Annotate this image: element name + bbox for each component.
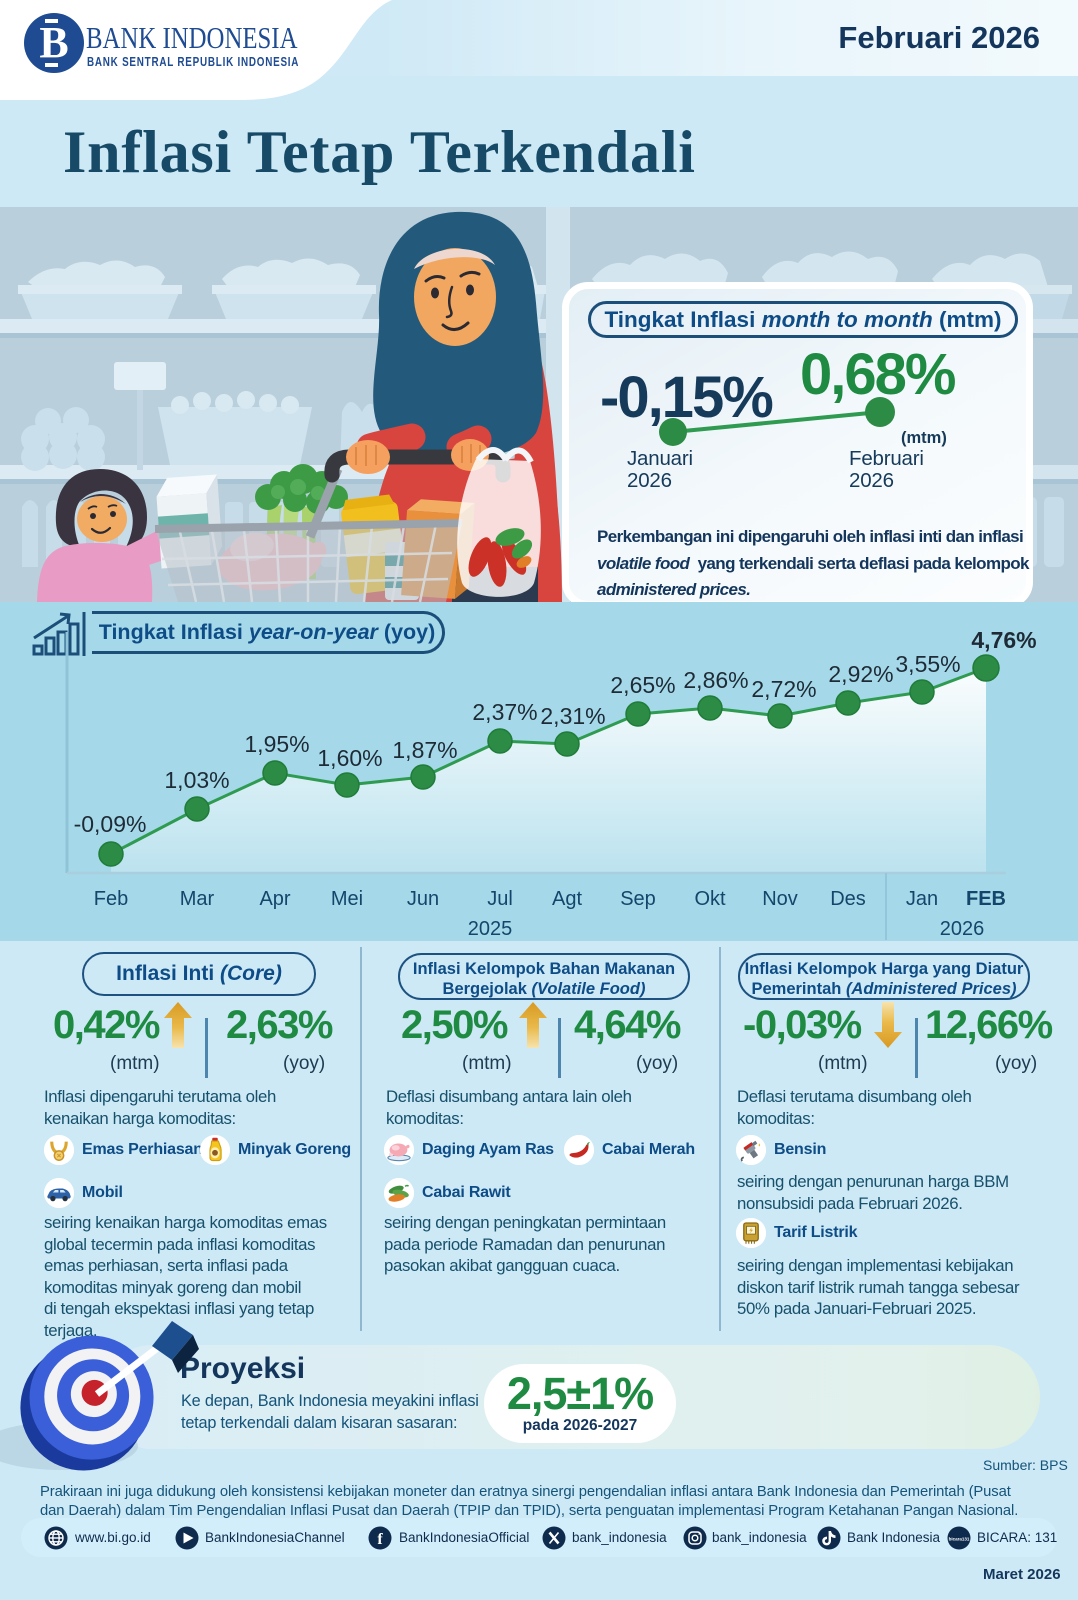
svg-text:1,87%: 1,87%	[392, 737, 457, 763]
svg-text:Agt: Agt	[552, 888, 582, 910]
svg-text:Sep: Sep	[620, 888, 656, 910]
svg-text:Des: Des	[830, 888, 866, 910]
svg-text:2,72%: 2,72%	[751, 676, 816, 702]
svg-text:Jan: Jan	[906, 888, 938, 910]
svg-text:1,03%: 1,03%	[164, 767, 229, 793]
svg-text:1,60%: 1,60%	[317, 745, 382, 771]
svg-text:Jul: Jul	[487, 888, 513, 910]
svg-text:FEB: FEB	[966, 888, 1006, 910]
svg-text:2,65%: 2,65%	[610, 672, 675, 698]
svg-text:2,86%: 2,86%	[683, 667, 748, 693]
svg-text:3,55%: 3,55%	[895, 651, 960, 677]
svg-text:Nov: Nov	[762, 888, 798, 910]
svg-text:4,76%: 4,76%	[971, 627, 1036, 653]
svg-text:bicara131: bicara131	[949, 1537, 970, 1542]
svg-text:2026: 2026	[940, 918, 985, 940]
svg-text:Mar: Mar	[180, 888, 215, 910]
svg-text:2,37%: 2,37%	[472, 699, 537, 725]
svg-text:Mei: Mei	[331, 888, 363, 910]
svg-text:Apr: Apr	[259, 888, 290, 910]
svg-text:2,31%: 2,31%	[540, 703, 605, 729]
svg-text:Okt: Okt	[694, 888, 726, 910]
svg-text:Feb: Feb	[94, 888, 128, 910]
svg-text:Jun: Jun	[407, 888, 439, 910]
svg-text:2,92%: 2,92%	[828, 661, 893, 687]
svg-text:1,95%: 1,95%	[244, 731, 309, 757]
svg-text:2025: 2025	[468, 918, 513, 940]
svg-text:f: f	[377, 1531, 383, 1548]
svg-text:-0,09%: -0,09%	[74, 811, 147, 837]
